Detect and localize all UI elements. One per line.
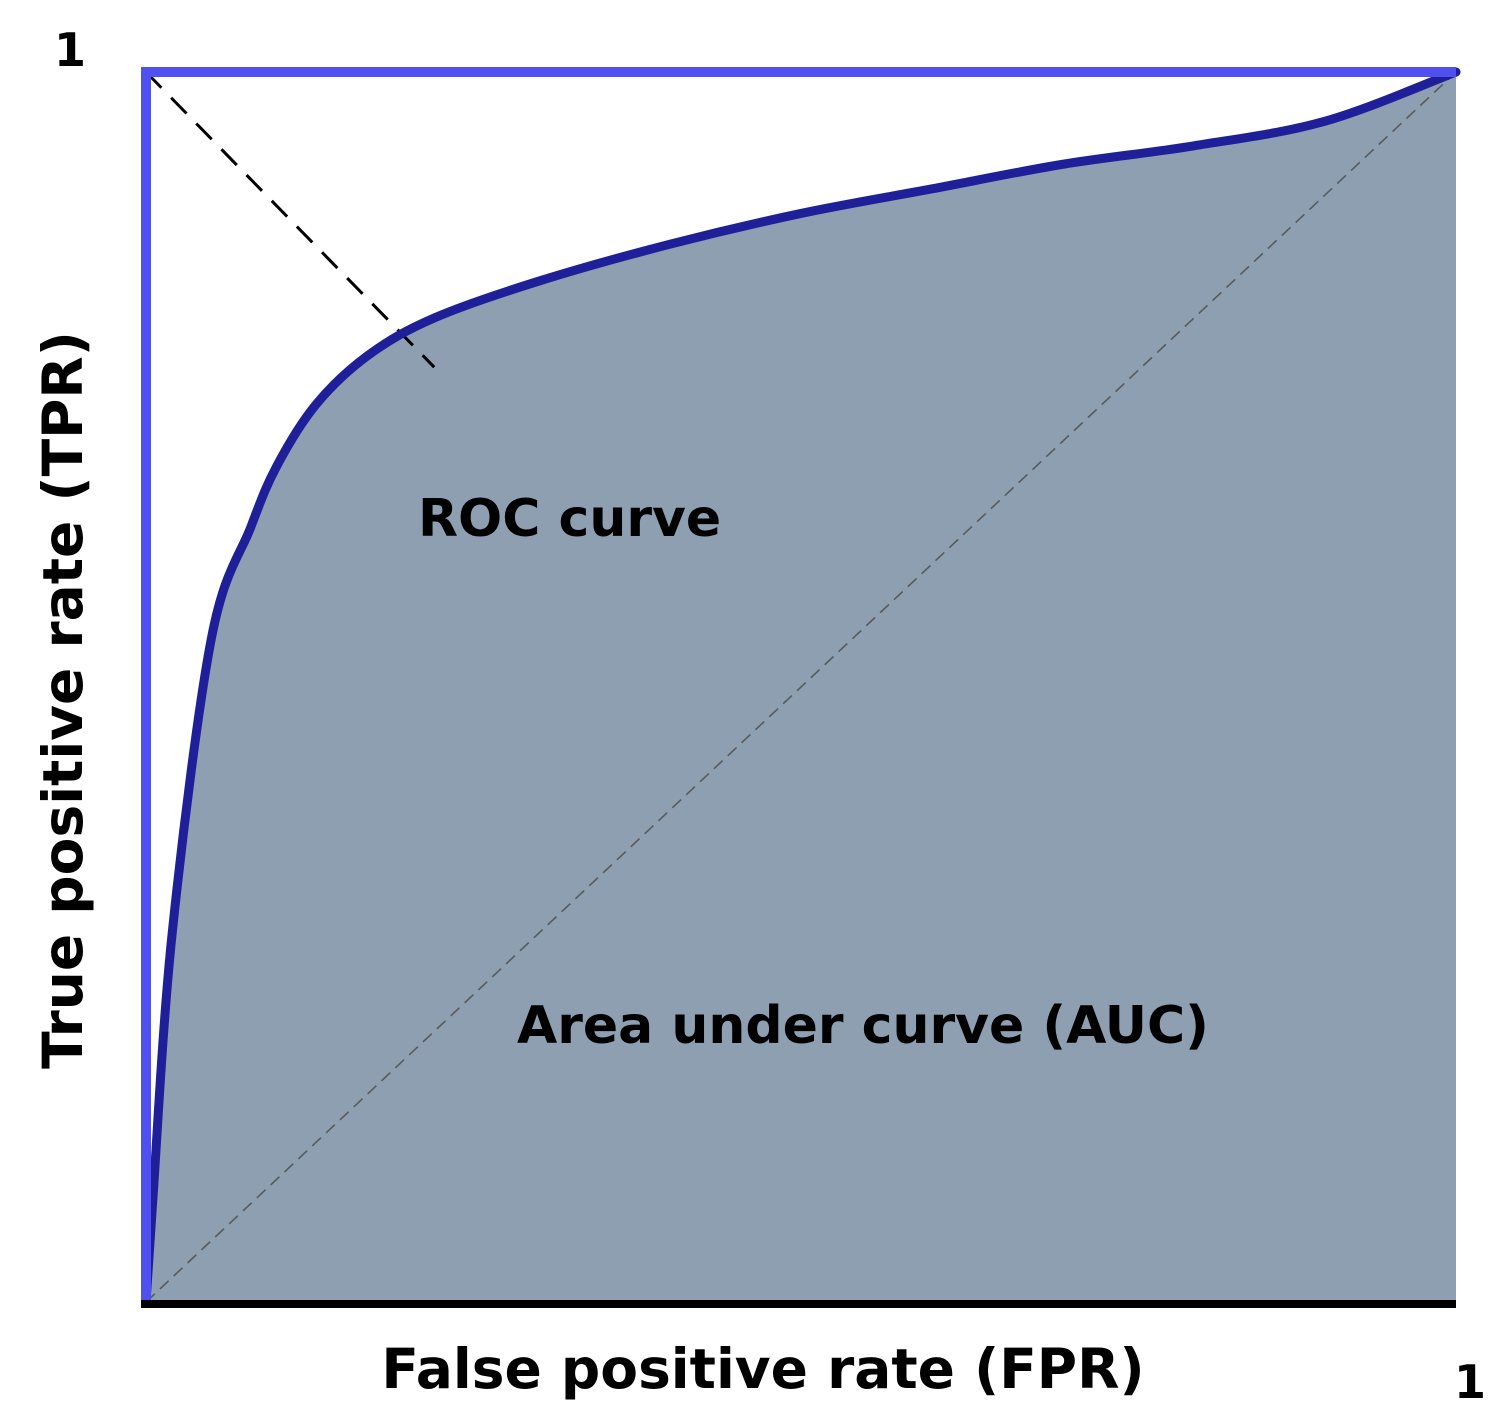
y-axis-label: True positive rate (TPR) xyxy=(31,331,95,1069)
optimal-point-dashed-line xyxy=(144,70,436,369)
x-tick-label-1: 1 xyxy=(1454,1355,1486,1409)
chance-diagonal-line xyxy=(145,71,1457,1303)
roc-curve-annotation: ROC curve xyxy=(418,489,721,549)
perfect-classifier-line xyxy=(141,67,1456,1302)
x-axis-label: False positive rate (FPR) xyxy=(381,1337,1144,1401)
y-tick-label-1: 1 xyxy=(54,23,86,77)
auc-annotation: Area under curve (AUC) xyxy=(517,996,1209,1056)
roc-curve-line xyxy=(141,67,1461,1307)
